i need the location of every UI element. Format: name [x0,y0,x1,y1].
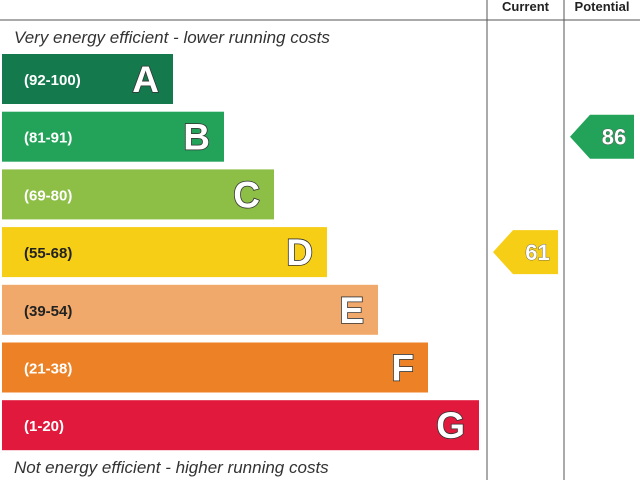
band-letter-a: A [132,59,159,100]
band-bar-f [2,342,428,393]
band-range-c: (69-80) [24,187,72,204]
band-letter-b: B [183,117,210,158]
potential-column-header: Potential [574,0,630,14]
band-bar-g [2,400,479,451]
band-bar-b [2,111,224,162]
band-letter-d: D [286,232,313,273]
band-letter-c: C [233,174,260,215]
band-letter-f: F [391,348,414,389]
band-bar-d [2,227,327,278]
band-bar-e [2,284,378,335]
band-bar-c [2,169,274,220]
band-letter-g: G [436,405,465,446]
band-range-f: (21-38) [24,361,72,378]
current-rating-value: 61 [525,240,549,265]
band-letter-e: E [339,290,364,331]
current-column-header: Current [502,0,549,14]
band-bar-a [2,54,173,104]
band-range-a: (92-100) [24,72,81,89]
band-range-g: (1-20) [24,418,64,435]
band-range-d: (55-68) [24,245,72,262]
potential-rating-value: 86 [602,125,626,150]
current-rating-arrow [493,230,558,275]
band-range-b: (81-91) [24,130,72,147]
top-caption: Very energy efficient - lower running co… [14,28,330,47]
potential-rating-arrow [570,114,634,159]
band-range-e: (39-54) [24,303,72,320]
bottom-caption: Not energy efficient - higher running co… [14,458,329,477]
